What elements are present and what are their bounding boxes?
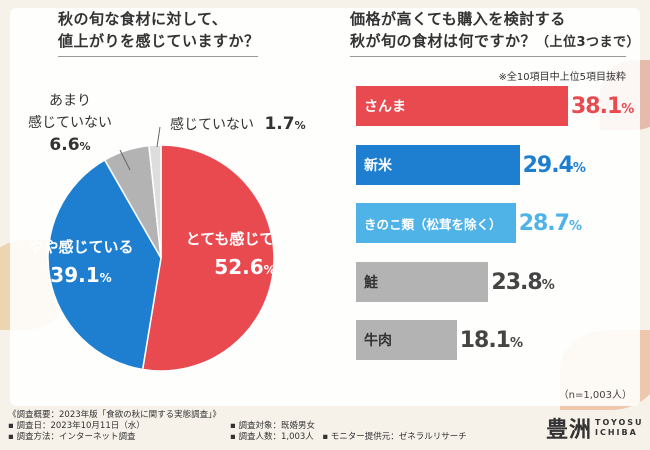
bar-value: 28.7% (518, 211, 582, 236)
bar-sake: 鮭 (356, 261, 489, 302)
bar-value: 38.1% (571, 94, 634, 119)
bar-label: きのこ類（松茸を除く） (364, 216, 502, 232)
sample-count: （n=1,003人） (558, 390, 632, 401)
pie-slice-not (148, 144, 162, 259)
survey-method: 調査方法：インターネット調査 (16, 432, 136, 442)
right-title-underline (350, 56, 626, 57)
bar-shinmai: 新米 (356, 144, 520, 185)
left-chart-title: 秋の旬な食材に対して、 値上がりを感じていますか？ (58, 10, 260, 50)
toyosu-logo: 豊洲 TOYOSU ICHIBA (546, 418, 644, 443)
pie-label-somewhat: やや感じている 39.1% (28, 238, 134, 287)
bar-sanma: さんま (356, 86, 568, 126)
left-title-underline (58, 56, 258, 57)
bar-gyuniku: 牛肉 (356, 320, 457, 360)
pie-slice-somewhat (47, 158, 162, 371)
pie-slice-very (141, 144, 275, 372)
note-text: ※全10項目中上位5項目抜粋 (498, 72, 626, 83)
bar-label: さんま (364, 99, 406, 115)
pie-label-very: とても感じている 52.6% (185, 230, 305, 279)
right-chart-title: 価格が高くても購入を検討する 秋が旬の食材は何ですか？（上位3つまで） (350, 10, 641, 50)
survey-footer: 《調査概要：2023年版「食欲の秋に関する実態調査」》 ▪ 調査日：2023年1… (8, 410, 508, 443)
bar-kinoko: きのこ類（松茸を除く） (356, 203, 516, 243)
survey-title: 《調査概要：2023年版「食欲の秋に関する実態調査」》 (8, 410, 221, 420)
survey-provider: モニター提供元：ゼネラルリサーチ (330, 432, 467, 442)
bar-label: 鮭 (364, 274, 378, 291)
survey-date: 調査日：2023年10月11日（水） (16, 421, 145, 431)
bar-value: 18.1% (459, 328, 523, 353)
leader-line-not (156, 126, 161, 148)
pie-label-not: 感じていない 1.7% (170, 114, 306, 134)
bar-value: 29.4% (522, 152, 586, 178)
survey-people: 調査人数：1,003人 (238, 432, 314, 442)
pie-label-notmuch: あまり 感じていない 6.6% (28, 93, 112, 155)
leader-line-notmuch (119, 149, 131, 171)
bar-value: 23.8% (491, 269, 554, 295)
bar-label: 新米 (364, 157, 392, 174)
bar-label: 牛肉 (364, 333, 392, 349)
survey-target: 調査対象：既婚男女 (238, 421, 315, 431)
